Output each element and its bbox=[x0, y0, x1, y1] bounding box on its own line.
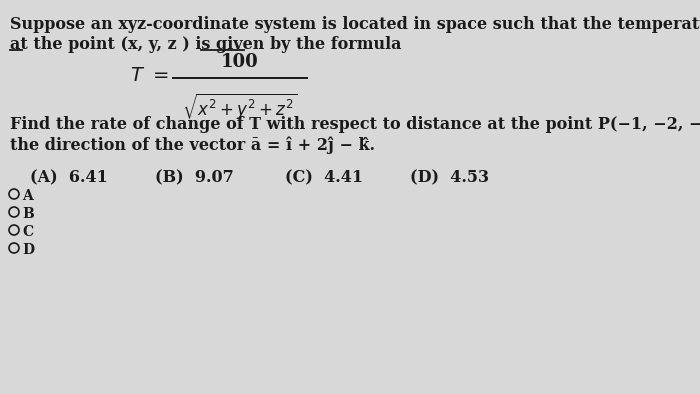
Text: C: C bbox=[22, 225, 33, 239]
Text: at the point (x, y, z ) is given by the formula: at the point (x, y, z ) is given by the … bbox=[10, 36, 402, 53]
Text: $T\ =\ $: $T\ =\ $ bbox=[130, 67, 169, 85]
Text: D: D bbox=[22, 243, 34, 257]
Text: B: B bbox=[22, 207, 34, 221]
Text: 100: 100 bbox=[221, 53, 259, 71]
Text: (A)  6.41: (A) 6.41 bbox=[30, 169, 108, 186]
Text: A: A bbox=[22, 189, 33, 203]
Text: $\sqrt{x^2 + y^2 + z^2}$: $\sqrt{x^2 + y^2 + z^2}$ bbox=[183, 92, 298, 122]
Text: (B)  9.07: (B) 9.07 bbox=[155, 169, 234, 186]
Text: (C)  4.41: (C) 4.41 bbox=[285, 169, 363, 186]
Text: Suppose an xyz-coordinate system is located in space such that the temperature T: Suppose an xyz-coordinate system is loca… bbox=[10, 16, 700, 33]
Text: (D)  4.53: (D) 4.53 bbox=[410, 169, 489, 186]
Text: the direction of the vector ā = î + 2ĵ − k̂.: the direction of the vector ā = î + 2ĵ −… bbox=[10, 136, 375, 154]
Text: Find the rate of change of T with respect to distance at the point P(−1, −2, −2): Find the rate of change of T with respec… bbox=[10, 116, 700, 133]
